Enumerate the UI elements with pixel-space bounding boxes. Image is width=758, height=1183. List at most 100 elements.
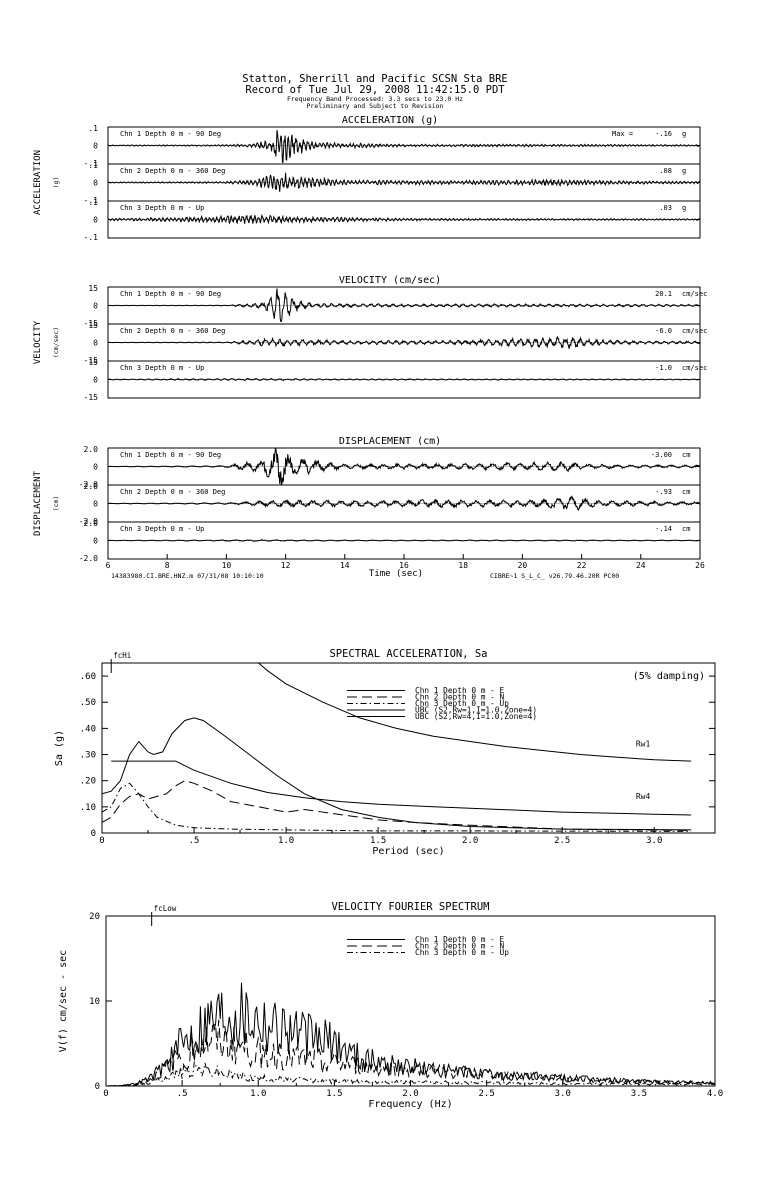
dis-ytick-label: -2.0 [79,480,98,489]
vel-ytick-label: 0 [93,339,98,348]
dis-xtick-label: 24 [636,561,646,570]
acceleration-panel: ACCELERATION (g) ACCELERATION (g) .1 0 -.1 Chn… [33,115,701,242]
sa-damping-label: (5% damping) [633,671,705,682]
fs-title: VELOCITY FOURIER SPECTRUM [331,901,489,913]
acc-ytick-label: -.1 [84,159,99,168]
spectral-acceleration-chart: SPECTRAL ACCELERATION, Sa 0 .5 1.0 1.5 2.0 2.5… [54,648,716,857]
header-prelim: Preliminary and Subject to Revision [307,102,444,110]
acc-peak-value: .08 [659,167,672,175]
fs-xtick-label: 3.5 [631,1089,647,1099]
dis-title: DISPLACEMENT (cm) [339,436,441,447]
acc-peak-value: -.16 [655,130,672,138]
sa-xlabel: Period (sec) [372,846,444,857]
dis-channel-label: Chn 3 Depth 0 m - Up [120,525,204,533]
dis-peak-unit: cm [682,525,690,533]
acc-peak-unit: g [682,130,686,138]
fs-xtick-label: .5 [177,1089,188,1099]
sa-ytick-label: .30 [80,751,96,761]
fs-ytick-label: 10 [89,997,100,1007]
sa-frame [101,662,716,834]
vel-peak-value: -6.0 [655,327,672,335]
vel-waveform [107,335,701,349]
acc-peak-value: .03 [659,204,672,212]
acc-ytick-label: 0 [93,216,98,225]
sa-xtick-label: 1.5 [370,836,386,846]
vel-waveform [108,377,701,382]
dis-ytick-label: 0 [93,537,98,546]
dis-xtick-label: 20 [518,561,528,570]
acc-peak-unit: g [682,167,686,175]
dis-ytick-label: -2.0 [79,517,98,526]
footer-processing-id: CIBRE~1 S_L_C_ v26.79.46.20R PC00 [490,572,619,580]
dis-ytick-label: -2.0 [79,554,98,563]
sa-legend-label: Chn 2 Depth 0 m - N [415,693,504,702]
dis-xtick-label: 18 [458,561,468,570]
dis-xtick-label: 14 [340,561,350,570]
dis-xtick-label: 10 [222,561,232,570]
dis-waveform [108,448,701,485]
dis-channel-label: Chn 2 Depth 0 m - 360 Deg [120,488,225,496]
dis-xtick-label: 26 [695,561,705,570]
sa-legend-label: UBC (S2,Rw=1,I=1.0,Zone=4) [415,706,537,715]
dis-xtick-label: 16 [399,561,409,570]
sa-series-line [102,782,692,832]
sa-title: SPECTRAL ACCELERATION, Sa [329,648,487,660]
vel-ytick-label: 15 [88,321,98,330]
fs-corner-freq-label: fcLow [154,904,177,913]
fs-xtick-label: 3.0 [555,1089,571,1099]
dis-peak-value: -3.00 [651,451,672,459]
vel-peak-unit: cm/sec [682,327,707,335]
acc-ytick-label: -.1 [84,196,99,205]
fs-series-line [106,1019,715,1086]
acc-yunit: (g) [52,177,60,189]
dis-ytick-label: 0 [93,463,98,472]
acc-channel-label: Chn 2 Depth 0 m - 360 Deg [120,167,225,175]
acc-channel-label: Chn 3 Depth 0 m - Up [120,204,204,212]
dis-ytick-label: 0 [93,500,98,509]
footer-record-id: 14383980.CI.BRE.HNZ.m 07/31/08 10:10:10 [111,572,264,580]
dis-peak-value: -.14 [655,525,672,533]
fs-xtick-label: 4.0 [707,1089,723,1099]
dis-xlabel: Time (sec) [369,569,423,579]
vel-ytick-label: 0 [93,302,98,311]
dis-ylabel: DISPLACEMENT [33,470,43,536]
vel-ytick-label: -15 [84,393,99,402]
dis-peak-unit: cm [682,451,690,459]
acc-ylabel: ACCELERATION [33,150,43,215]
dis-waveform [108,495,701,512]
header-station: Statton, Sherrill and Pacific SCSN Sta B… [242,73,508,85]
dis-yunit: (cm) [52,496,60,512]
vel-channel-label: Chn 2 Depth 0 m - 360 Deg [120,327,225,335]
sa-ytick-label: .20 [80,777,96,787]
fs-xlabel: Frequency (Hz) [368,1099,452,1110]
acc-ytick-label: .1 [88,161,98,170]
sa-series-line [102,780,692,831]
dis-channel-label: Chn 1 Depth 0 m - 90 Deg [120,451,221,459]
sa-ytick-label: 0 [91,829,96,839]
dis-peak-value: -.93 [655,488,672,496]
sa-corner-freq-label: fcHi [113,651,131,660]
fs-xtick-label: 2.0 [402,1089,418,1099]
sa-ytick-label: .10 [80,803,96,813]
vel-ytick-label: 15 [88,284,98,293]
displacement-panel: DISPLACEMENT (cm) DISPLACEMENT (cm) 2.0 0 -2.… [33,436,705,579]
acc-title: ACCELERATION (g) [342,115,438,126]
vel-peak-unit: cm/sec [682,290,707,298]
dis-ytick-label: 2.0 [84,445,99,454]
acc-ytick-label: 0 [93,142,98,151]
sa-curve-label: Rw4 [636,792,651,801]
dis-ytick-label: 2.0 [84,519,99,528]
acc-waveform [107,130,701,164]
fs-ylabel: V(f) cm/sec - sec [58,950,69,1052]
acc-peak-unit: g [682,204,686,212]
acc-ytick-label: .1 [88,124,98,133]
vel-channel-label: Chn 3 Depth 0 m - Up [120,364,204,372]
fourier-spectrum-chart: VELOCITY FOURIER SPECTRUM 0 .5 1.0 1.5 2.0 2.5… [58,901,723,1110]
vel-ytick-label: -15 [84,356,99,365]
fs-frame [105,915,716,1087]
sa-legend-label: UBC (S2,Rw=4,I=1.0,Zone=4) [415,712,537,721]
vel-channel-label: Chn 1 Depth 0 m - 90 Deg [120,290,221,298]
fs-ytick-label: 0 [95,1082,100,1092]
sa-series-line [257,663,692,762]
